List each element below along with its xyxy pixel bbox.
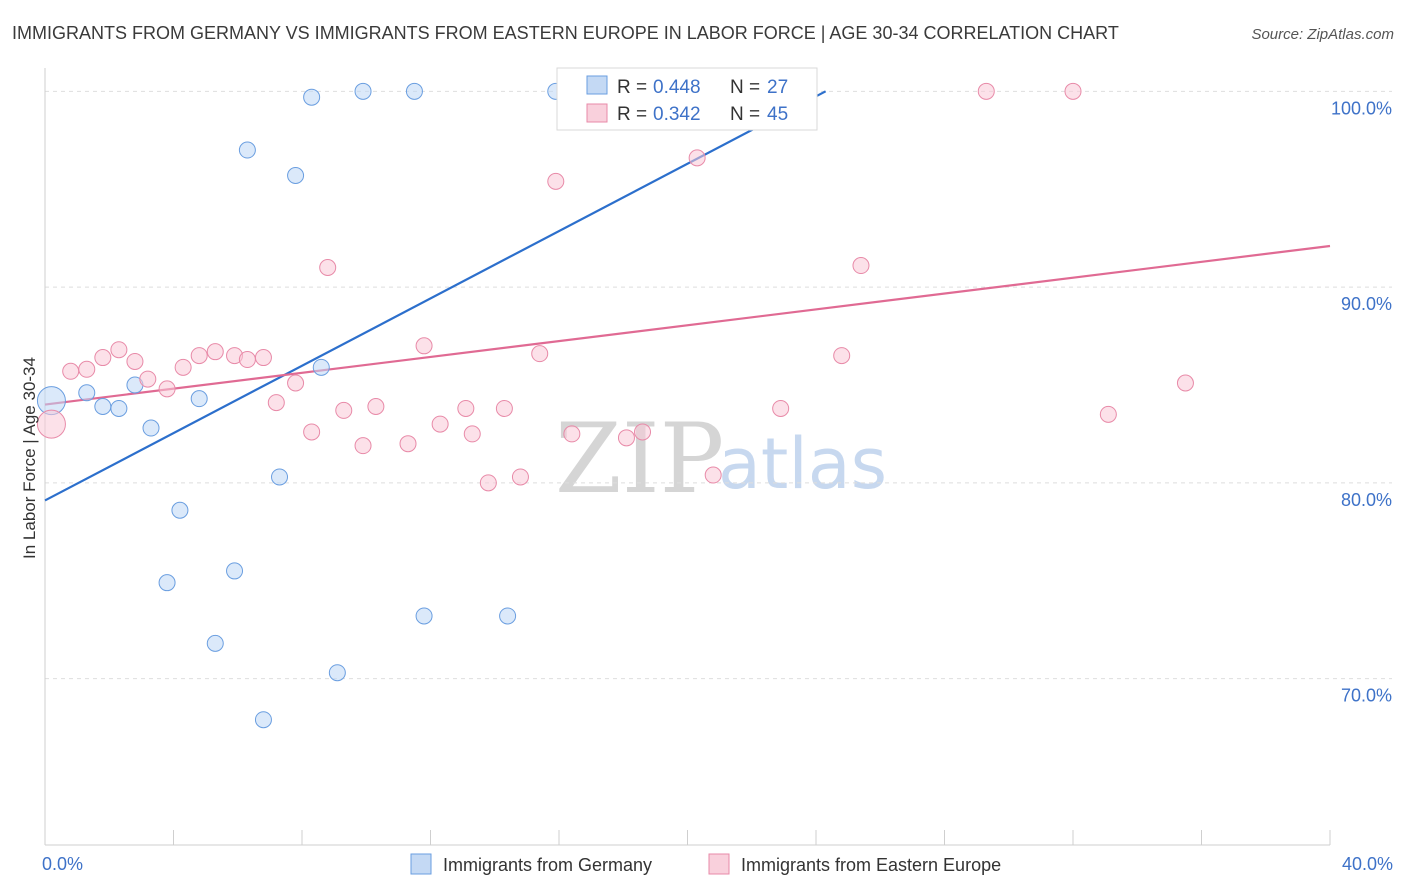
stats-n-eastern-europe: 45: [767, 104, 788, 125]
point-eastern-europe: [1064, 82, 1082, 100]
watermark: ZIP atlas: [555, 403, 887, 515]
point-eastern-europe: [833, 347, 851, 365]
point-eastern-europe: [62, 362, 80, 380]
y-axis-label: In Labor Force | Age 30-34: [20, 357, 39, 559]
point-eastern-europe: [367, 397, 385, 415]
point-eastern-europe: [531, 345, 549, 363]
point-eastern-europe: [335, 401, 353, 419]
point-germany: [415, 607, 433, 625]
chart-source: Source: ZipAtlas.com: [1251, 26, 1394, 43]
point-eastern-europe: [457, 399, 475, 417]
point-germany: [110, 399, 128, 417]
point-eastern-europe: [36, 409, 66, 439]
y-tick-label: 80.0%: [1341, 490, 1392, 510]
point-eastern-europe: [852, 257, 870, 275]
point-eastern-europe: [977, 82, 995, 100]
stats-legend: R = 0.448 N = 27 R = 0.342 N = 45: [556, 67, 818, 131]
stats-r-eastern-europe: 0.342: [653, 104, 701, 125]
x-tick-label: 0.0%: [42, 854, 83, 874]
point-germany: [238, 141, 256, 159]
point-eastern-europe: [190, 347, 208, 365]
legend-swatch-eastern-europe: [708, 853, 730, 875]
stats-swatch-eastern-europe: [586, 103, 608, 123]
point-eastern-europe: [431, 415, 449, 433]
point-eastern-europe: [399, 435, 417, 453]
point-eastern-europe: [267, 394, 285, 412]
stats-n-label-eastern-europe: N =: [730, 104, 760, 125]
point-eastern-europe: [617, 429, 635, 447]
point-germany: [287, 166, 305, 184]
trend-line-eastern-europe: [44, 244, 1331, 406]
point-eastern-europe: [479, 474, 497, 492]
x-tick-label: 40.0%: [1342, 854, 1393, 874]
point-germany: [158, 574, 176, 592]
point-eastern-europe: [772, 399, 790, 417]
stats-r-germany: 0.448: [653, 77, 701, 98]
point-eastern-europe: [354, 437, 372, 455]
point-eastern-europe: [319, 259, 337, 277]
point-eastern-europe: [158, 380, 176, 398]
point-eastern-europe: [126, 352, 144, 370]
point-eastern-europe: [206, 343, 224, 361]
point-germany: [226, 562, 244, 580]
point-germany: [303, 88, 321, 106]
legend-label-germany: Immigrants from Germany: [443, 855, 652, 875]
point-eastern-europe: [94, 349, 112, 367]
y-tick-label: 70.0%: [1341, 686, 1392, 706]
stats-n-label-germany: N =: [730, 77, 760, 98]
point-germany: [312, 358, 330, 376]
point-germany: [499, 607, 517, 625]
point-eastern-europe: [174, 358, 192, 376]
point-germany: [78, 384, 96, 402]
watermark-zip: ZIP: [555, 403, 724, 515]
point-germany: [405, 82, 423, 100]
axes: 100.0% 90.0% 80.0% 70.0% 0.0% 40.0%: [42, 68, 1393, 874]
point-eastern-europe: [287, 374, 305, 392]
point-eastern-europe: [688, 149, 706, 167]
point-eastern-europe: [303, 423, 321, 441]
point-eastern-europe: [511, 468, 529, 486]
point-eastern-europe: [238, 351, 256, 369]
watermark-atlas: atlas: [718, 423, 887, 505]
point-eastern-europe: [1099, 405, 1117, 423]
point-germany: [142, 419, 160, 437]
series-legend: Immigrants from Germany Immigrants from …: [410, 853, 1001, 875]
point-eastern-europe: [563, 425, 581, 443]
point-eastern-europe: [254, 349, 272, 367]
point-eastern-europe: [139, 370, 157, 388]
stats-n-germany: 27: [767, 77, 788, 98]
point-eastern-europe: [415, 337, 433, 355]
point-eastern-europe: [110, 341, 128, 359]
point-eastern-europe: [495, 399, 513, 417]
point-eastern-europe: [547, 172, 565, 190]
point-germany: [171, 501, 189, 519]
point-eastern-europe: [78, 360, 96, 378]
legend-swatch-germany: [410, 853, 432, 875]
stats-r-label-eastern-europe: R =: [617, 104, 647, 125]
point-eastern-europe: [463, 425, 481, 443]
y-tick-label: 90.0%: [1341, 294, 1392, 314]
stats-r-label-germany: R =: [617, 77, 647, 98]
stats-swatch-germany: [586, 75, 608, 95]
point-germany: [328, 664, 346, 682]
point-eastern-europe: [704, 466, 722, 484]
y-tick-label: 100.0%: [1331, 98, 1392, 118]
point-eastern-europe: [634, 423, 652, 441]
point-germany: [94, 397, 112, 415]
chart-title: IMMIGRANTS FROM GERMANY VS IMMIGRANTS FR…: [12, 23, 1119, 43]
point-germany: [254, 711, 272, 729]
point-eastern-europe: [1176, 374, 1194, 392]
point-germany: [271, 468, 289, 486]
point-germany: [190, 390, 208, 408]
point-germany: [354, 82, 372, 100]
legend-label-eastern-europe: Immigrants from Eastern Europe: [741, 855, 1001, 875]
point-germany: [206, 634, 224, 652]
